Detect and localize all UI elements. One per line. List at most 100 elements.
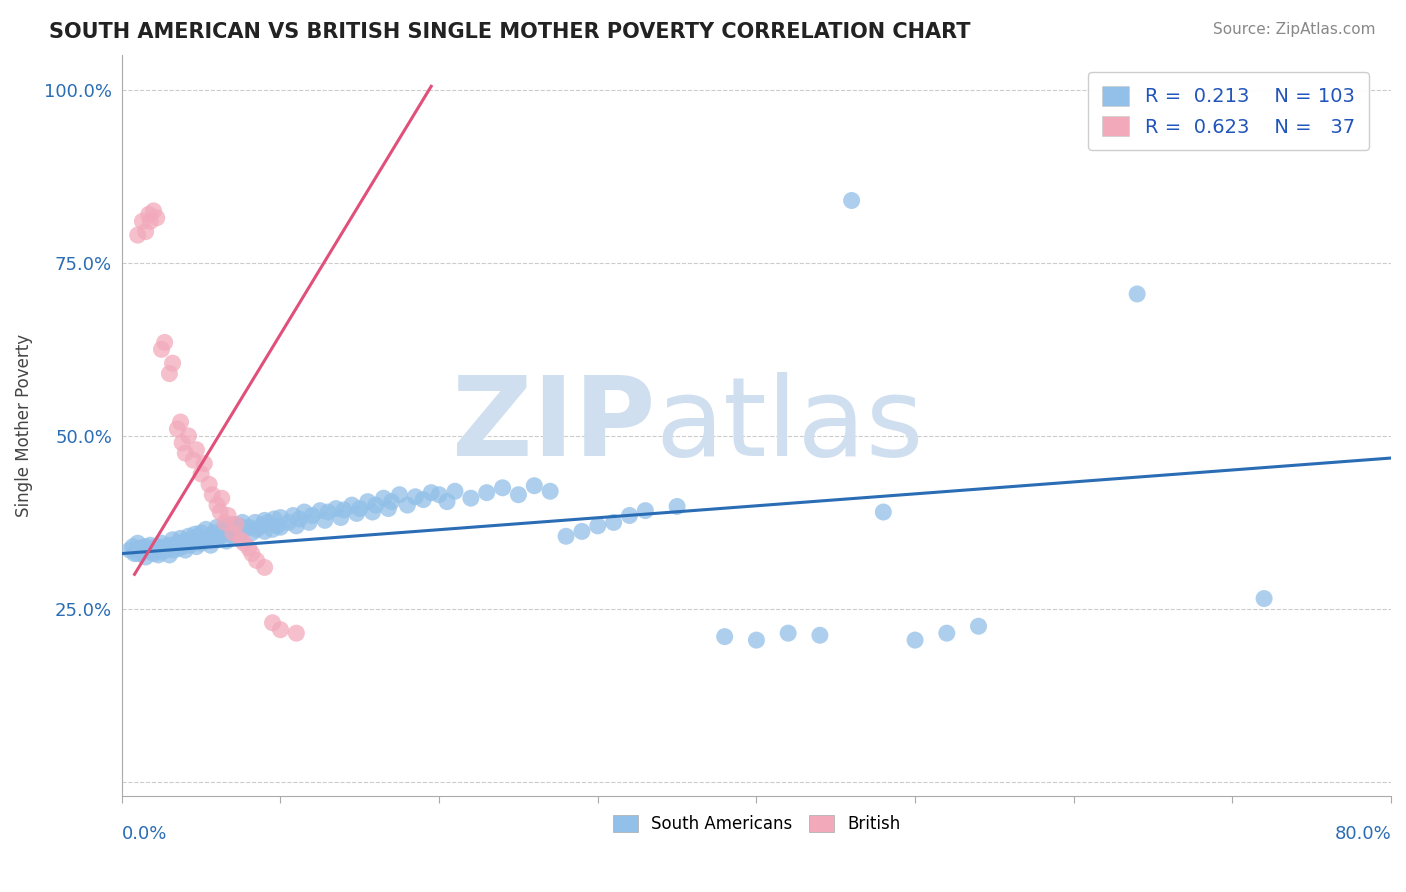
Point	[150, 536, 173, 550]
Point	[253, 560, 276, 574]
Point	[238, 520, 260, 534]
Point	[329, 510, 352, 524]
Point	[333, 503, 356, 517]
Point	[127, 536, 149, 550]
Point	[129, 541, 152, 555]
Point	[745, 633, 768, 648]
Point	[209, 505, 232, 519]
Point	[571, 524, 593, 539]
Point	[162, 533, 184, 547]
Point	[444, 484, 467, 499]
Point	[427, 488, 450, 502]
Point	[159, 538, 181, 552]
Point	[169, 415, 191, 429]
Point	[967, 619, 990, 633]
Point	[340, 498, 363, 512]
Point	[262, 615, 284, 630]
Y-axis label: Single Mother Poverty: Single Mother Poverty	[15, 334, 32, 517]
Point	[266, 519, 288, 533]
Point	[127, 547, 149, 561]
Point	[131, 214, 153, 228]
Point	[181, 453, 204, 467]
Point	[373, 491, 395, 505]
Point	[162, 356, 184, 370]
Point	[122, 540, 145, 554]
Point	[508, 488, 530, 502]
Point	[935, 626, 957, 640]
Point	[263, 512, 285, 526]
Point	[177, 429, 200, 443]
Point	[153, 540, 176, 554]
Point	[193, 457, 215, 471]
Point	[187, 529, 209, 543]
Point	[904, 633, 927, 648]
Point	[713, 630, 735, 644]
Point	[357, 494, 380, 508]
Point	[190, 467, 212, 481]
Point	[491, 481, 513, 495]
Text: ZIP: ZIP	[451, 372, 655, 479]
Point	[222, 525, 245, 540]
Point	[159, 367, 181, 381]
Point	[619, 508, 641, 523]
Point	[127, 228, 149, 243]
Point	[166, 422, 188, 436]
Point	[222, 529, 245, 543]
Point	[253, 513, 276, 527]
Point	[555, 529, 578, 543]
Point	[283, 508, 305, 523]
Point	[172, 435, 194, 450]
Point	[460, 491, 482, 505]
Point	[229, 533, 252, 547]
Point	[420, 485, 443, 500]
Point	[177, 529, 200, 543]
Point	[142, 547, 165, 561]
Point	[361, 505, 384, 519]
Point	[396, 498, 419, 512]
Point	[124, 547, 146, 561]
Point	[288, 512, 311, 526]
Point	[269, 623, 291, 637]
Point	[215, 534, 238, 549]
Text: atlas: atlas	[655, 372, 924, 479]
Point	[364, 498, 387, 512]
Point	[523, 479, 546, 493]
Point	[194, 522, 217, 536]
Text: 0.0%: 0.0%	[122, 825, 167, 844]
Point	[586, 519, 609, 533]
Point	[246, 553, 269, 567]
Point	[153, 335, 176, 350]
Point	[149, 541, 172, 555]
Point	[412, 492, 434, 507]
Point	[538, 484, 561, 499]
Point	[198, 529, 221, 543]
Point	[155, 543, 177, 558]
Point	[163, 543, 186, 558]
Point	[190, 536, 212, 550]
Point	[142, 203, 165, 218]
Point	[285, 626, 308, 640]
Point	[316, 505, 339, 519]
Point	[218, 525, 240, 540]
Point	[169, 532, 191, 546]
Point	[150, 343, 173, 357]
Legend: South Americans, British: South Americans, British	[606, 808, 907, 839]
Point	[217, 508, 239, 523]
Point	[135, 540, 157, 554]
Point	[301, 508, 323, 523]
Point	[145, 211, 167, 225]
Point	[238, 541, 260, 555]
Point	[269, 510, 291, 524]
Point	[205, 533, 228, 547]
Point	[202, 525, 225, 540]
Point	[377, 501, 399, 516]
Point	[634, 503, 657, 517]
Point	[872, 505, 894, 519]
Point	[240, 547, 263, 561]
Point	[159, 548, 181, 562]
Point	[233, 536, 256, 550]
Point	[778, 626, 800, 640]
Point	[138, 207, 160, 221]
Point	[181, 533, 204, 547]
Point	[205, 498, 228, 512]
